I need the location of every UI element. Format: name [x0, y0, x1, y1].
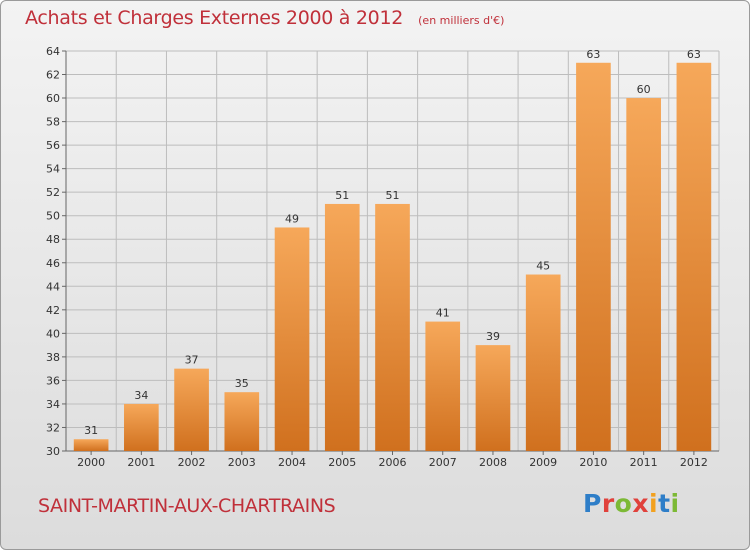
bar-2009 [525, 274, 561, 451]
y-tick-label: 40 [46, 327, 60, 340]
y-tick-label: 52 [46, 186, 60, 199]
data-label: 60 [637, 83, 651, 96]
data-label: 41 [436, 307, 450, 320]
y-tick-label: 48 [46, 233, 60, 246]
data-label: 63 [586, 48, 600, 61]
data-label: 39 [486, 330, 500, 343]
bar-2012 [676, 62, 712, 451]
commune-name: SAINT-MARTIN-AUX-CHARTRAINS [38, 495, 336, 517]
logo-letter: t [658, 489, 671, 518]
y-tick-label: 56 [46, 139, 60, 152]
data-label: 51 [386, 189, 400, 202]
data-label: 45 [536, 260, 550, 273]
x-tick-label: 2007 [429, 456, 457, 469]
bar-2001 [124, 403, 159, 451]
y-tick-label: 32 [46, 421, 60, 434]
y-tick-label: 38 [46, 351, 60, 364]
data-label: 35 [235, 377, 249, 390]
data-label: 63 [687, 48, 701, 61]
x-tick-label: 2004 [278, 456, 306, 469]
y-tick-label: 44 [46, 280, 60, 293]
y-tick-label: 46 [46, 257, 60, 270]
bar-2003 [224, 392, 260, 451]
logo-letter: i [649, 489, 659, 518]
logo-letter: o [614, 489, 633, 518]
y-tick-label: 50 [46, 210, 60, 223]
x-tick-label: 2000 [77, 456, 105, 469]
title-text: Achats et Charges Externes 2000 à 2012 [25, 7, 404, 29]
bar-2007 [425, 321, 461, 451]
bar-2000 [73, 439, 109, 451]
data-label: 31 [84, 424, 98, 437]
bars [73, 62, 712, 451]
data-label: 37 [185, 354, 199, 367]
unit-label: (en milliers d'€) [418, 14, 505, 27]
y-tick-label: 58 [46, 116, 60, 129]
logo-letter: P [583, 489, 602, 518]
data-label: 49 [285, 212, 299, 225]
x-tick-label: 2001 [127, 456, 155, 469]
y-tick-label: 36 [46, 374, 60, 387]
logo-letter: x [632, 489, 649, 518]
x-tick-label: 2002 [178, 456, 206, 469]
x-tick-label: 2008 [479, 456, 507, 469]
y-tick-label: 60 [46, 92, 60, 105]
y-tick-label: 54 [46, 163, 60, 176]
bar-2005 [324, 203, 360, 451]
logo-letter: r [601, 489, 615, 518]
logo-letter: i [670, 489, 680, 518]
x-tick-label: 2012 [680, 456, 708, 469]
chart-title: Achats et Charges Externes 2000 à 2012 (… [25, 7, 504, 29]
x-tick-label: 2011 [630, 456, 658, 469]
x-tick-label: 2003 [228, 456, 256, 469]
bar-2002 [174, 368, 209, 451]
bar-2004 [274, 227, 310, 451]
bar-2008 [475, 345, 511, 451]
y-tick-label: 30 [46, 445, 60, 458]
proxiti-logo: Proxiti [583, 489, 680, 518]
bar-2011 [626, 98, 661, 451]
y-tick-label: 34 [46, 398, 60, 411]
x-tick-label: 2009 [529, 456, 557, 469]
y-tick-label: 42 [46, 304, 60, 317]
x-tick-label: 2006 [379, 456, 407, 469]
bar-2006 [375, 203, 410, 451]
bar-2010 [576, 62, 611, 451]
data-label: 51 [335, 189, 349, 202]
labels: 30 32 34 36 38 40 42 44 46 48 50 52 54 56 58 60 62 64 31 20… [46, 45, 708, 469]
y-tick-label: 62 [46, 69, 60, 82]
x-tick-label: 2010 [579, 456, 607, 469]
data-label: 34 [134, 389, 148, 402]
x-tick-label: 2005 [328, 456, 356, 469]
y-tick-label: 64 [46, 45, 60, 58]
